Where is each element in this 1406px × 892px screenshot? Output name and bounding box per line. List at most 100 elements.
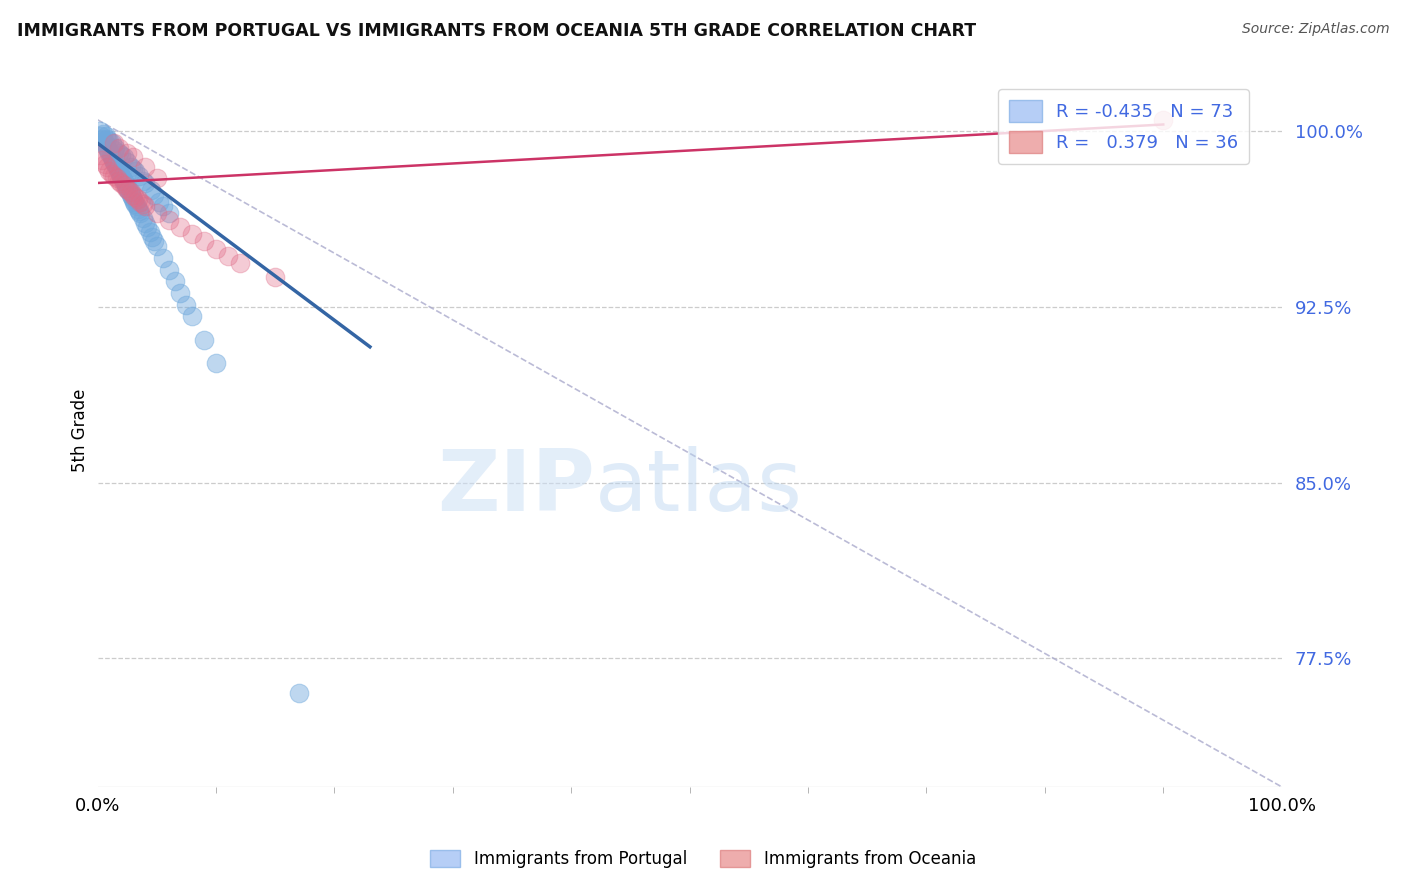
Point [124, 197, 146, 211]
Point [110, 176, 132, 190]
Point [122, 193, 145, 207]
Point [128, 204, 150, 219]
Point [108, 164, 131, 178]
Point [124, 194, 146, 209]
Point [217, 248, 239, 262]
Point [122, 150, 145, 164]
Point [205, 242, 228, 256]
Point [91, 131, 114, 145]
Point [93, 136, 115, 151]
Point [101, 167, 124, 181]
Point [115, 155, 138, 169]
Y-axis label: 5th Grade: 5th Grade [72, 388, 89, 472]
Point [91, 153, 114, 167]
Point [122, 161, 145, 176]
Point [129, 206, 152, 220]
Point [114, 176, 136, 190]
Point [131, 174, 153, 188]
Point [96, 160, 118, 174]
Point [98, 164, 121, 178]
Point [128, 169, 150, 183]
Point [105, 171, 128, 186]
Point [93, 134, 115, 148]
Point [264, 269, 287, 284]
Point [96, 131, 118, 145]
Point [193, 333, 215, 347]
Point [181, 310, 204, 324]
Point [108, 167, 131, 181]
Point [143, 187, 166, 202]
Point [89, 148, 111, 162]
Point [101, 153, 124, 167]
Point [143, 235, 166, 249]
Point [157, 262, 180, 277]
Point [117, 183, 139, 197]
Point [131, 211, 153, 225]
Point [103, 155, 125, 169]
Point [125, 199, 148, 213]
Point [90, 129, 112, 144]
Point [124, 164, 146, 178]
Point [96, 141, 118, 155]
Point [152, 199, 174, 213]
Point [146, 171, 169, 186]
Point [228, 255, 250, 269]
Point [105, 160, 128, 174]
Point [103, 169, 125, 183]
Point [104, 141, 127, 155]
Point [139, 183, 162, 197]
Point [104, 157, 127, 171]
Point [169, 285, 191, 300]
Point [124, 190, 146, 204]
Point [136, 220, 159, 235]
Point [120, 187, 142, 202]
Point [101, 150, 124, 164]
Point [115, 178, 138, 193]
Point [176, 298, 198, 312]
Point [121, 190, 143, 204]
Point [138, 225, 160, 239]
Point [93, 157, 115, 171]
Point [94, 129, 117, 144]
Point [118, 186, 141, 200]
Point [115, 145, 138, 160]
Point [107, 161, 129, 176]
Legend: R = -0.435   N = 73, R =   0.379   N = 36: R = -0.435 N = 73, R = 0.379 N = 36 [998, 89, 1249, 164]
Point [98, 134, 121, 148]
Point [101, 136, 124, 151]
Legend: Immigrants from Portugal, Immigrants from Oceania: Immigrants from Portugal, Immigrants fro… [423, 843, 983, 875]
Point [110, 148, 132, 162]
Point [112, 178, 135, 193]
Point [148, 194, 170, 209]
Point [129, 194, 152, 209]
Point [122, 187, 145, 202]
Point [141, 229, 163, 244]
Point [112, 174, 135, 188]
Point [146, 239, 169, 253]
Point [111, 171, 134, 186]
Text: atlas: atlas [595, 445, 803, 529]
Point [134, 176, 156, 190]
Point [98, 145, 121, 160]
Point [1152, 112, 1174, 127]
Point [163, 274, 186, 288]
Point [108, 145, 131, 160]
Point [103, 143, 125, 157]
Point [97, 143, 120, 157]
Point [94, 138, 117, 153]
Point [120, 186, 142, 200]
Point [131, 197, 153, 211]
Point [120, 160, 142, 174]
Point [146, 206, 169, 220]
Point [93, 127, 115, 141]
Point [134, 216, 156, 230]
Text: Source: ZipAtlas.com: Source: ZipAtlas.com [1241, 22, 1389, 37]
Point [103, 136, 125, 151]
Point [169, 220, 191, 235]
Point [134, 160, 156, 174]
Text: ZIP: ZIP [437, 445, 595, 529]
Point [115, 180, 138, 194]
Point [110, 169, 132, 183]
Point [157, 206, 180, 220]
Point [205, 356, 228, 370]
